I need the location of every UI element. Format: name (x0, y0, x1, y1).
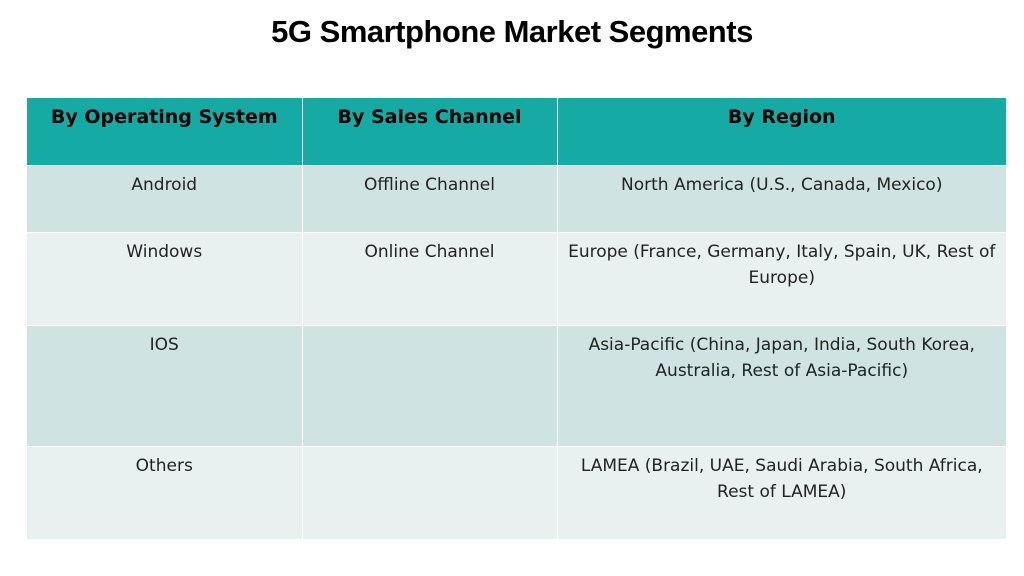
table-header-row: By Operating System By Sales Channel By … (27, 98, 1006, 166)
table-row: IOS Asia-Pacific (China, Japan, India, S… (27, 325, 1006, 447)
header-operating-system: By Operating System (27, 98, 303, 166)
cell-operating-system: IOS (27, 325, 303, 447)
cell-sales-channel: Online Channel (302, 232, 558, 326)
cell-region: Europe (France, Germany, Italy, Spain, U… (557, 232, 1006, 326)
table-row: Android Offline Channel North America (U… (27, 165, 1006, 233)
cell-sales-channel: Offline Channel (302, 165, 558, 233)
table-row: Others LAMEA (Brazil, UAE, Saudi Arabia,… (27, 446, 1006, 540)
cell-sales-channel (302, 325, 558, 447)
cell-region: North America (U.S., Canada, Mexico) (557, 165, 1006, 233)
cell-operating-system: Others (27, 446, 303, 540)
segments-table: By Operating System By Sales Channel By … (27, 98, 1006, 540)
cell-sales-channel (302, 446, 558, 540)
header-region: By Region (557, 98, 1006, 166)
header-sales-channel: By Sales Channel (302, 98, 558, 166)
cell-region: LAMEA (Brazil, UAE, Saudi Arabia, South … (557, 446, 1006, 540)
cell-operating-system: Windows (27, 232, 303, 326)
page-title: 5G Smartphone Market Segments (271, 14, 753, 49)
cell-operating-system: Android (27, 165, 303, 233)
cell-region: Asia-Pacific (China, Japan, India, South… (557, 325, 1006, 447)
table-row: Windows Online Channel Europe (France, G… (27, 232, 1006, 326)
